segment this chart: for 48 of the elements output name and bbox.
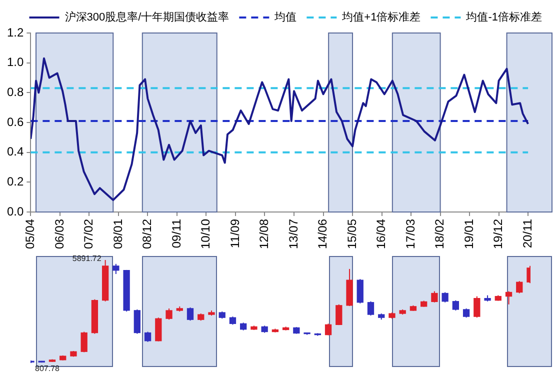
x-tick-label: 11/09 — [228, 218, 242, 248]
candlestick — [367, 300, 374, 316]
candlestick — [166, 308, 172, 320]
x-tick-label: 08/01 — [110, 218, 125, 249]
legend-label: 均值-1倍标准差 — [465, 10, 542, 24]
candlestick — [144, 331, 152, 342]
text: 807.78 — [35, 364, 60, 374]
x-tick-label: 15/05 — [344, 218, 359, 249]
candlestick — [356, 278, 364, 304]
candlestick — [452, 300, 460, 311]
x-tick-label: 18/02 — [432, 218, 447, 249]
x-tick-label: 17/03 — [403, 218, 418, 249]
y-tick-label: 0.6 — [6, 114, 24, 129]
x-tick-label: 14/06 — [316, 218, 330, 249]
candlestick — [336, 304, 342, 326]
candlestick — [155, 317, 162, 342]
legend-label: 均值+1倍标准差 — [341, 10, 421, 24]
candlestick — [474, 296, 480, 318]
candlestick — [112, 263, 120, 275]
x-tick-label: 20/11 — [520, 218, 534, 248]
x-tick-label: 13/07 — [286, 218, 300, 249]
y-tick-label: 1.2 — [6, 25, 24, 40]
y-tick-label: 0.0 — [6, 204, 24, 218]
y-tick-label: 0.8 — [6, 84, 24, 99]
x-tick-label: 19/12 — [491, 218, 506, 249]
y-tick-label: 0.2 — [6, 174, 24, 188]
candlestick — [505, 290, 512, 305]
x-tick-label: 07/02 — [82, 218, 96, 249]
candlestick — [431, 290, 438, 303]
x-tick-label: 12/08 — [257, 218, 272, 249]
x-tick-label: 06/03 — [52, 218, 66, 249]
candlestick — [186, 306, 194, 322]
candlestick — [80, 331, 88, 353]
legend-label: 沪深300股息率/十年期国债收益率 — [64, 10, 230, 24]
candlestick — [442, 292, 448, 303]
x-tick-label: 05/04 — [22, 218, 37, 249]
candlestick — [516, 280, 523, 294]
x-tick-label: 10/10 — [198, 218, 213, 249]
legend-label: 均值 — [274, 12, 297, 24]
y-tick-label: 1.0 — [6, 55, 24, 70]
x-tick-label: 19/01 — [462, 218, 476, 249]
candlestick — [462, 308, 470, 318]
x-tick-label: 08/12 — [140, 218, 154, 249]
candlestick — [134, 308, 140, 334]
x-tick-label: 16/04 — [374, 218, 388, 249]
x-tick-label: 09/11 — [169, 218, 184, 248]
y-tick-label: 0.4 — [6, 144, 24, 159]
annotation: 5891.72 — [72, 254, 102, 264]
